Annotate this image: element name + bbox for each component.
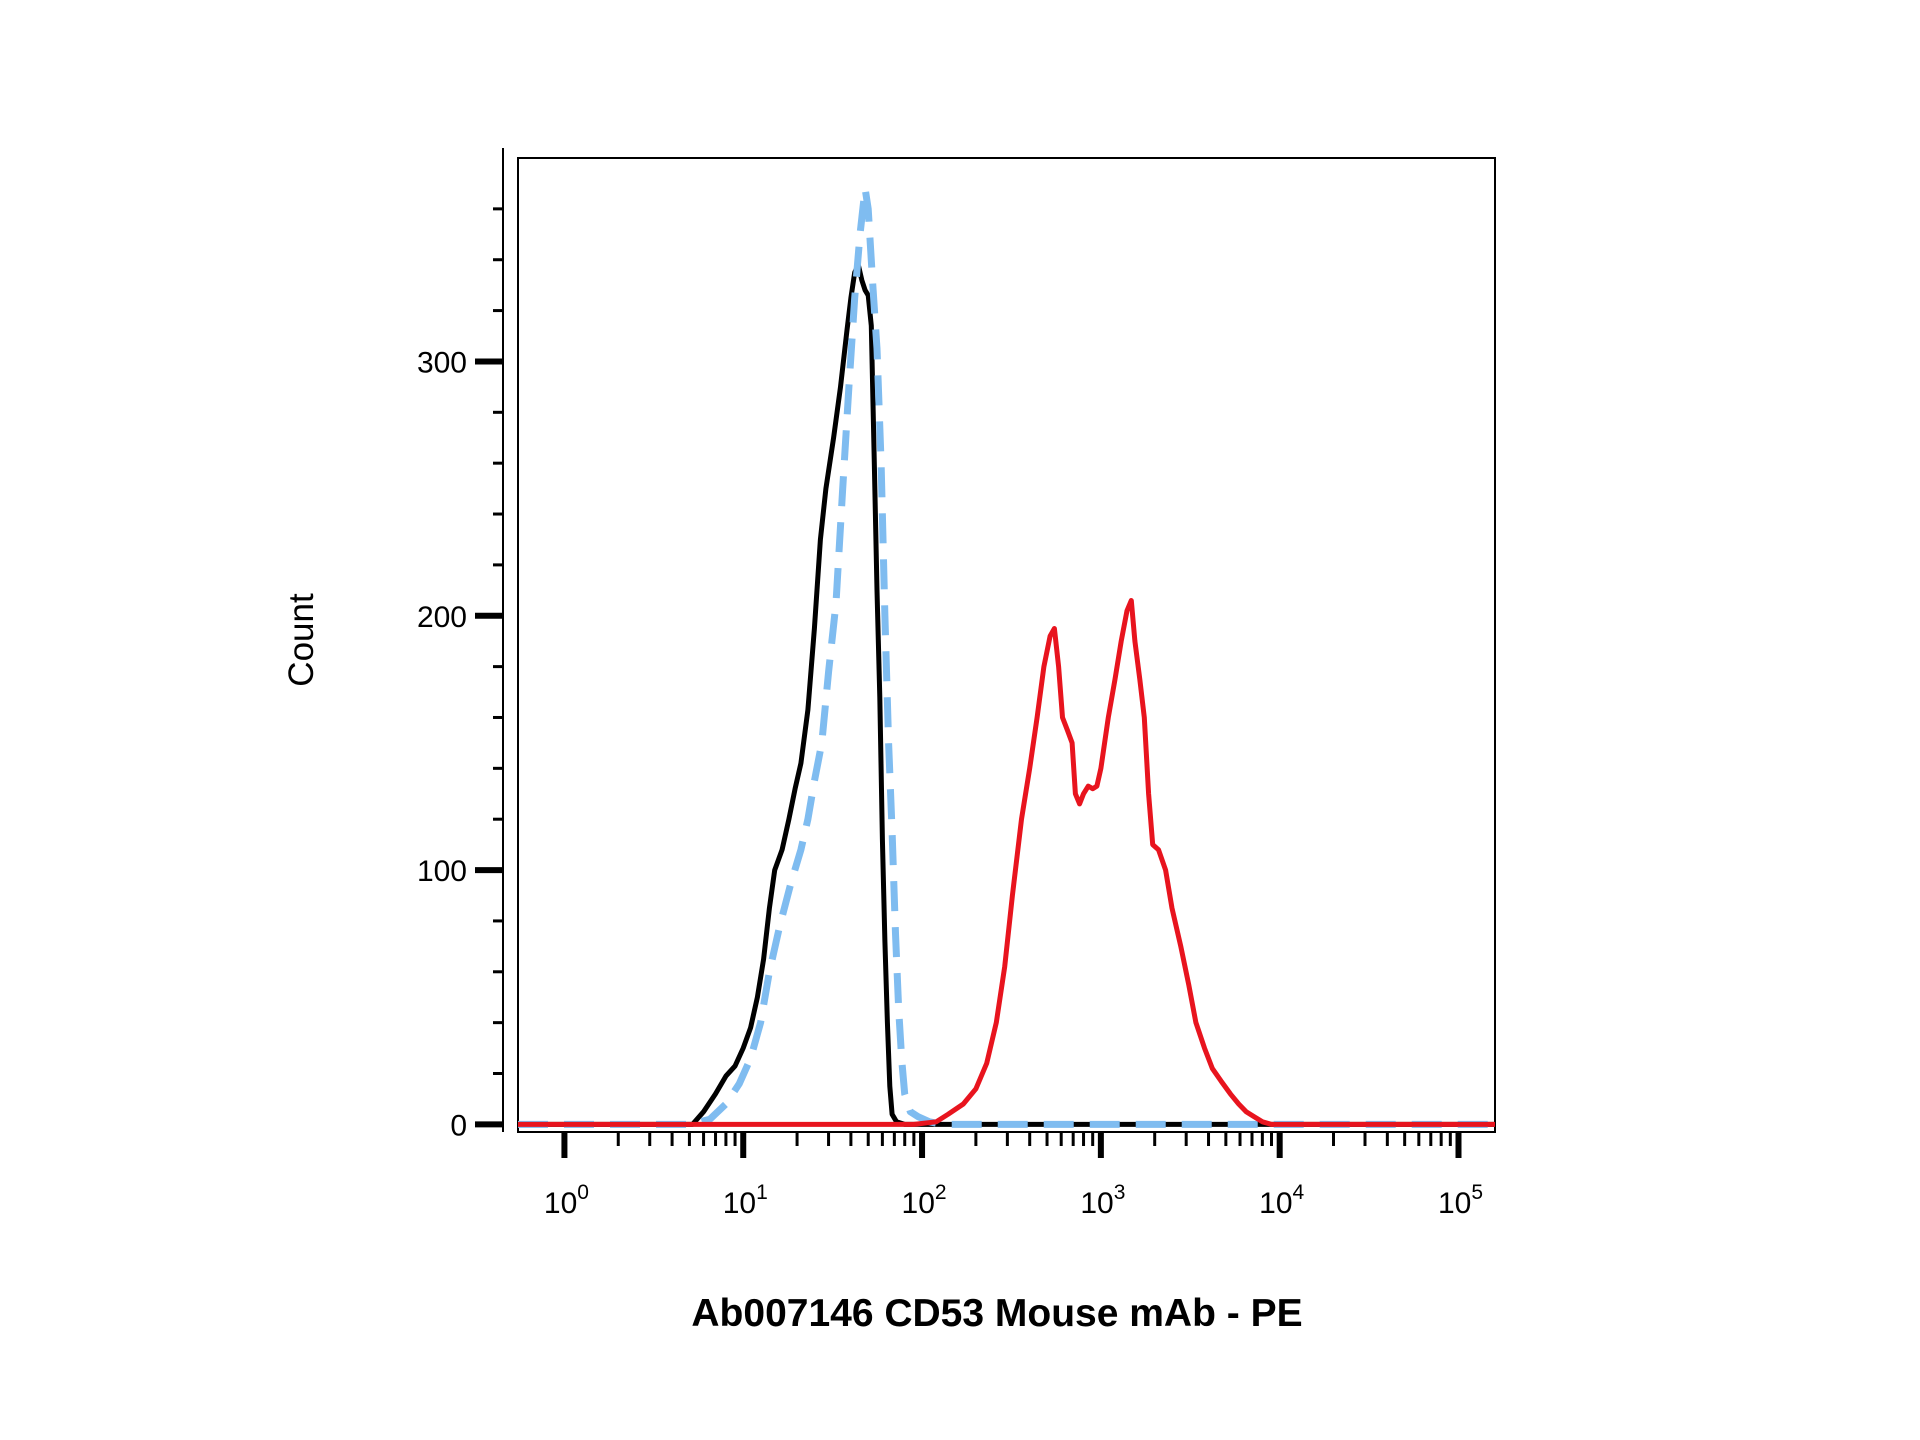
series-2-line (518, 185, 1495, 1128)
y-axis-title: Count (282, 593, 321, 687)
series-1-line (518, 262, 1495, 1127)
y-tick-label: 0 (450, 1109, 467, 1142)
x-tick-label: 104 (1259, 1181, 1304, 1220)
x-tick-exponent: 0 (577, 1181, 589, 1204)
x-tick-exponent: 5 (1471, 1181, 1483, 1204)
x-tick-exponent: 2 (935, 1181, 947, 1204)
x-tick-base: 10 (1080, 1187, 1113, 1220)
x-tick-label: 105 (1438, 1181, 1483, 1220)
x-tick-label: 102 (902, 1181, 947, 1220)
x-axis: 100 101 102 103 104 105 (518, 1131, 1495, 1220)
x-tick-base: 10 (1259, 1187, 1292, 1220)
x-tick-exponent: 3 (1114, 1181, 1126, 1204)
y-tick-label: 300 (417, 346, 467, 379)
x-tick-exponent: 4 (1293, 1181, 1305, 1204)
y-tick-label: 100 (417, 855, 467, 888)
x-axis-title: Ab007146 CD53 Mouse mAb - PE (691, 1292, 1302, 1335)
plot-frame (517, 157, 1496, 1133)
x-tick-label: 100 (544, 1181, 589, 1220)
x-tick-base: 10 (1438, 1187, 1471, 1220)
series-3-line (518, 598, 1495, 1127)
x-tick-label: 101 (723, 1181, 768, 1220)
series-layer (518, 185, 1495, 1128)
y-axis: 0 100 200 300 (417, 148, 504, 1142)
x-tick-label: 103 (1080, 1181, 1125, 1220)
x-tick-exponent: 1 (756, 1181, 768, 1204)
x-tick-base: 10 (544, 1187, 577, 1220)
y-tick-label: 200 (417, 601, 467, 634)
x-tick-base: 10 (902, 1187, 935, 1220)
x-tick-base: 10 (723, 1187, 756, 1220)
